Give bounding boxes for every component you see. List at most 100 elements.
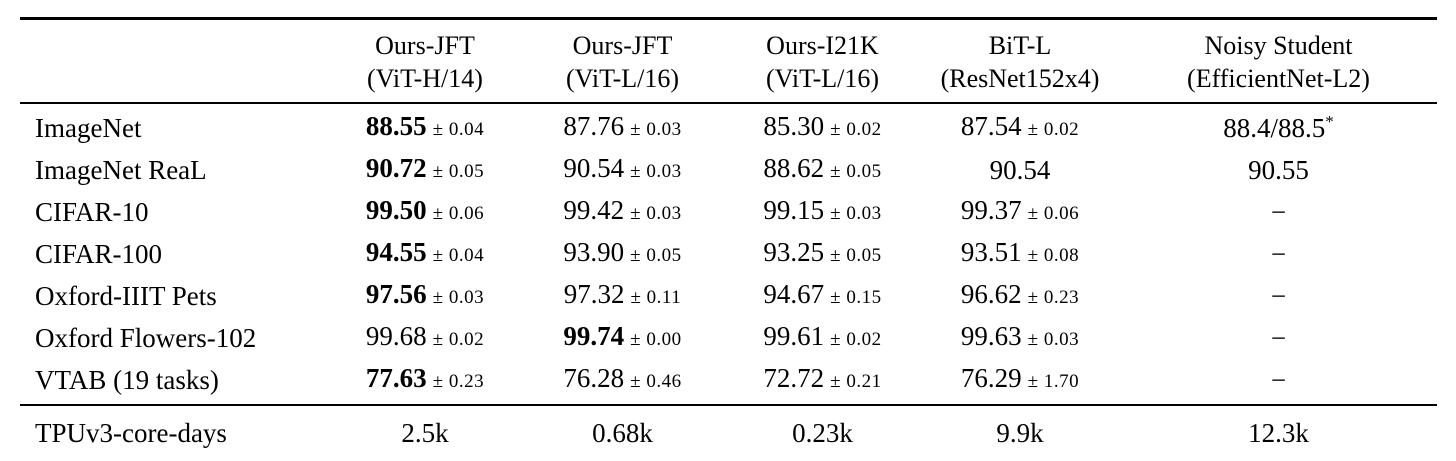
result-stddev: ± 0.02 bbox=[830, 119, 882, 140]
result-value: 87.76 bbox=[563, 111, 625, 141]
result-stddev: ± 0.21 bbox=[830, 371, 882, 392]
footer-row: TPUv3-core-days 2.5k 0.68k 0.23k 9.9k 12.3k bbox=[20, 404, 1437, 461]
table-row: ImageNet 88.55 ± 0.04 87.76 ± 0.03 85.30 ± 0.0… bbox=[20, 103, 1437, 149]
result-stddev: ± 0.11 bbox=[630, 287, 682, 308]
result-value: 99.74 bbox=[563, 321, 625, 351]
result-cell: 76.29 ± 1.70 bbox=[920, 359, 1120, 405]
result-value: 93.51 bbox=[960, 237, 1022, 267]
dataset-label: ImageNet bbox=[35, 113, 142, 143]
result-cell: 96.62 ± 0.23 bbox=[920, 275, 1120, 317]
result-value: 90.54 bbox=[989, 155, 1051, 185]
result-value: 90.54 bbox=[563, 153, 625, 183]
result-value: 85.30 bbox=[763, 111, 825, 141]
model-name: Noisy Student bbox=[1204, 31, 1353, 60]
compute-cost-value: 12.3k bbox=[1248, 418, 1309, 448]
dataset-label: CIFAR-100 bbox=[35, 239, 163, 269]
result-cell: 93.90 ± 0.05 bbox=[520, 233, 725, 275]
table-row: CIFAR-100 94.55 ± 0.04 93.90 ± 0.05 93.25 ± 0.… bbox=[20, 233, 1437, 275]
result-cell: − bbox=[1120, 317, 1437, 359]
dataset-label: Oxford-IIIT Pets bbox=[35, 281, 217, 311]
result-value: 90.72 bbox=[365, 153, 427, 183]
result-value: − bbox=[1270, 197, 1287, 227]
result-value: 72.72 bbox=[763, 363, 825, 393]
result-stddev: ± 0.06 bbox=[1027, 203, 1080, 224]
result-cell: 93.25 ± 0.05 bbox=[725, 233, 920, 275]
result-cell: 94.67 ± 0.15 bbox=[725, 275, 920, 317]
result-value: 97.56 bbox=[365, 279, 427, 309]
result-cell: − bbox=[1120, 191, 1437, 233]
result-value: 99.68 bbox=[365, 321, 427, 351]
result-stddev: ± 0.03 bbox=[630, 119, 682, 140]
result-value: 76.29 bbox=[960, 363, 1022, 393]
result-stddev: ± 0.23 bbox=[1027, 287, 1080, 308]
result-cell: − bbox=[1120, 233, 1437, 275]
result-value: 77.63 bbox=[365, 363, 427, 393]
result-cell: 90.72 ± 0.05 bbox=[330, 149, 520, 191]
result-cell: 99.61 ± 0.02 bbox=[725, 317, 920, 359]
result-stddev: ± 0.03 bbox=[630, 203, 682, 224]
model-column-header: Ours-JFT (ViT-H/14) bbox=[330, 18, 520, 104]
result-cell: 90.54 bbox=[920, 149, 1120, 191]
dataset-label: Oxford Flowers-102 bbox=[35, 323, 257, 353]
result-stddev: ± 1.70 bbox=[1027, 371, 1080, 392]
corner-cell bbox=[20, 18, 330, 104]
result-cell: 88.4/88.5* bbox=[1120, 103, 1437, 149]
compute-cost-cell: 0.68k bbox=[520, 404, 725, 461]
result-stddev: ± 0.03 bbox=[432, 287, 485, 308]
result-cell: − bbox=[1120, 275, 1437, 317]
result-value: 88.55 bbox=[365, 111, 427, 141]
model-column-header: Noisy Student (EfficientNet-L2) bbox=[1120, 18, 1437, 104]
result-cell: 93.51 ± 0.08 bbox=[920, 233, 1120, 275]
model-architecture: (ResNet152x4) bbox=[940, 64, 1100, 93]
result-value: 99.37 bbox=[960, 195, 1022, 225]
result-stddev: ± 0.23 bbox=[432, 371, 485, 392]
result-cell: 85.30 ± 0.02 bbox=[725, 103, 920, 149]
dataset-label: ImageNet ReaL bbox=[35, 155, 207, 185]
model-column-header: Ours-JFT (ViT-L/16) bbox=[520, 18, 725, 104]
result-cell: 77.63 ± 0.23 bbox=[330, 359, 520, 405]
result-stddev: ± 0.03 bbox=[630, 161, 682, 182]
result-stddev: ± 0.02 bbox=[830, 329, 882, 350]
model-name: BiT-L bbox=[988, 31, 1052, 60]
result-cell: 99.68 ± 0.02 bbox=[330, 317, 520, 359]
header-row: Ours-JFT (ViT-H/14) Ours-JFT (ViT-L/16) Ours… bbox=[20, 18, 1437, 104]
result-cell: 87.76 ± 0.03 bbox=[520, 103, 725, 149]
model-column-header: Ours-I21K (ViT-L/16) bbox=[725, 18, 920, 104]
result-value: 88.62 bbox=[763, 153, 825, 183]
result-cell: 99.50 ± 0.06 bbox=[330, 191, 520, 233]
result-cell: 90.55 bbox=[1120, 149, 1437, 191]
result-value: 93.25 bbox=[763, 237, 825, 267]
result-cell: 99.74 ± 0.00 bbox=[520, 317, 725, 359]
model-architecture: (ViT-H/14) bbox=[367, 64, 483, 93]
table-row: CIFAR-10 99.50 ± 0.06 99.42 ± 0.03 99.15 ± 0.0… bbox=[20, 191, 1437, 233]
result-value: − bbox=[1270, 323, 1287, 353]
result-cell: 97.32 ± 0.11 bbox=[520, 275, 725, 317]
result-value: 87.54 bbox=[960, 111, 1022, 141]
compute-cost-cell: 0.23k bbox=[725, 404, 920, 461]
result-cell: − bbox=[1120, 359, 1437, 405]
compute-cost-value: 9.9k bbox=[996, 418, 1044, 448]
result-value: 99.50 bbox=[365, 195, 427, 225]
result-stddev: ± 0.05 bbox=[630, 245, 682, 266]
result-stddev: ± 0.00 bbox=[630, 329, 682, 350]
result-stddev: ± 0.15 bbox=[830, 287, 882, 308]
result-value: 99.63 bbox=[960, 321, 1022, 351]
result-value: − bbox=[1270, 365, 1287, 395]
result-stddev: ± 0.05 bbox=[830, 245, 882, 266]
result-cell: 94.55 ± 0.04 bbox=[330, 233, 520, 275]
table-row: ImageNet ReaL 90.72 ± 0.05 90.54 ± 0.03 88.62… bbox=[20, 149, 1437, 191]
result-value: 94.67 bbox=[763, 279, 825, 309]
result-cell: 88.62 ± 0.05 bbox=[725, 149, 920, 191]
result-value: 99.42 bbox=[563, 195, 625, 225]
compute-cost-cell: 12.3k bbox=[1120, 404, 1437, 461]
result-stddev: ± 0.05 bbox=[830, 161, 882, 182]
result-value: 94.55 bbox=[365, 237, 427, 267]
result-value: 88.4/88.5 bbox=[1223, 113, 1326, 143]
model-name: Ours-JFT bbox=[375, 31, 475, 60]
result-cell: 72.72 ± 0.21 bbox=[725, 359, 920, 405]
result-stddev: ± 0.46 bbox=[630, 371, 682, 392]
result-cell: 87.54 ± 0.02 bbox=[920, 103, 1120, 149]
result-stddev: ± 0.03 bbox=[1027, 329, 1080, 350]
result-stddev: ± 0.08 bbox=[1027, 245, 1080, 266]
